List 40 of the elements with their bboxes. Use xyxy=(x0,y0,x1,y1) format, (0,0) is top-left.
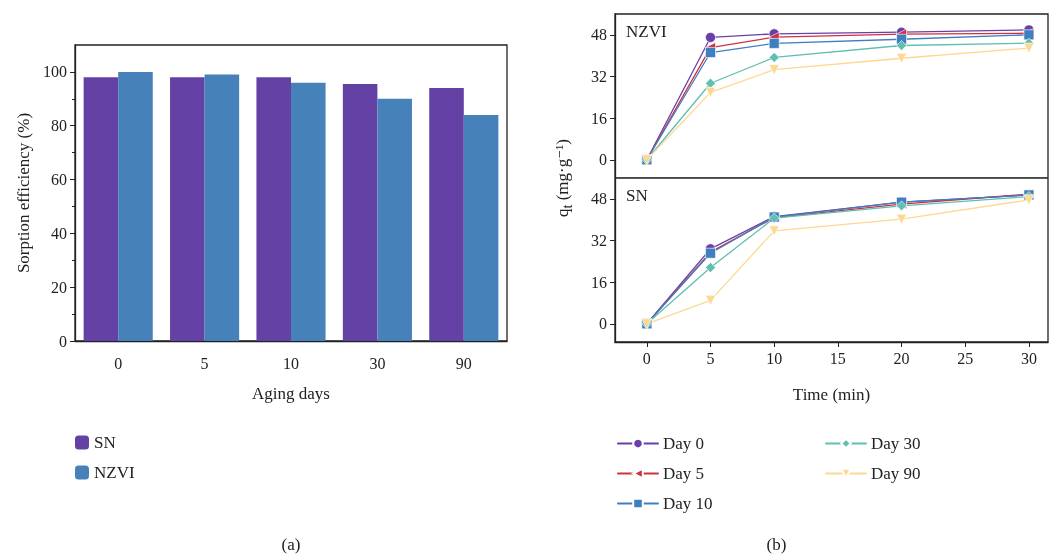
legend-label: Day 5 xyxy=(663,464,705,483)
x-axis-title: Time (min) xyxy=(792,385,871,404)
text: NZVI xyxy=(626,22,667,41)
x-tick-label: 5 xyxy=(706,349,715,367)
x-tick-label: 10 xyxy=(283,354,299,372)
legend-label: SN xyxy=(94,433,116,452)
y-tick-label: 80 xyxy=(51,117,67,135)
legend-label: Day 0 xyxy=(663,434,705,453)
x-tick-label: 25 xyxy=(957,349,974,367)
y-tick-label: 0 xyxy=(599,315,607,333)
y-tick-label: 48 xyxy=(591,190,607,208)
x-axis-title: Aging days xyxy=(252,384,330,403)
x-tick-label: 5 xyxy=(200,354,209,372)
y-axis-title: Sorption efficiency (%) xyxy=(14,112,34,274)
text: (a) xyxy=(281,535,301,555)
y-tick-label: 0 xyxy=(59,332,67,350)
legend-label: Day 90 xyxy=(871,464,921,483)
y-tick-label: 16 xyxy=(591,109,607,127)
y-tick-label: 32 xyxy=(591,231,607,249)
x-tick-label: 15 xyxy=(829,349,846,367)
y-tick-label: 60 xyxy=(51,171,67,189)
x-tick-label: 30 xyxy=(1020,349,1037,367)
legend-label: NZVI xyxy=(94,463,135,482)
x-tick-label: 90 xyxy=(455,354,472,372)
y-tick-label: 100 xyxy=(43,63,67,81)
legend-label: Day 10 xyxy=(663,494,713,513)
x-tick-label: 0 xyxy=(642,349,651,367)
x-tick-label: 0 xyxy=(114,354,123,372)
text: SN xyxy=(626,186,648,205)
y-tick-label: 48 xyxy=(591,26,607,44)
y-tick-label: 16 xyxy=(591,273,607,291)
y-tick-label: 40 xyxy=(51,224,67,242)
text: (b) xyxy=(766,535,787,555)
x-tick-label: 30 xyxy=(369,354,386,372)
y-tick-label: 0 xyxy=(599,151,607,169)
y-tick-label: 20 xyxy=(51,278,67,296)
y-tick-label: 32 xyxy=(591,67,607,85)
x-tick-label: 10 xyxy=(766,349,783,367)
x-tick-label: 20 xyxy=(893,349,910,367)
legend-label: Day 30 xyxy=(871,434,921,453)
